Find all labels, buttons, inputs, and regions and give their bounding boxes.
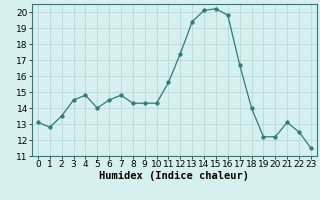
X-axis label: Humidex (Indice chaleur): Humidex (Indice chaleur) bbox=[100, 171, 249, 181]
